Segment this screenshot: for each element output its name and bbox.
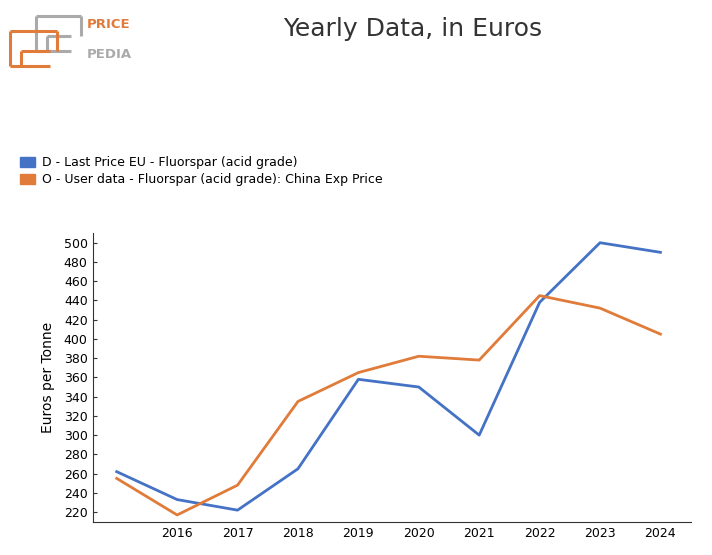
- Text: PEDIA: PEDIA: [87, 48, 132, 62]
- Text: PRICE: PRICE: [87, 18, 130, 31]
- Text: Yearly Data, in Euros: Yearly Data, in Euros: [283, 17, 543, 41]
- Legend: D - Last Price EU - Fluorspar (acid grade), O - User data - Fluorspar (acid grad: D - Last Price EU - Fluorspar (acid grad…: [21, 156, 382, 186]
- Y-axis label: Euros per Tonne: Euros per Tonne: [41, 322, 56, 433]
